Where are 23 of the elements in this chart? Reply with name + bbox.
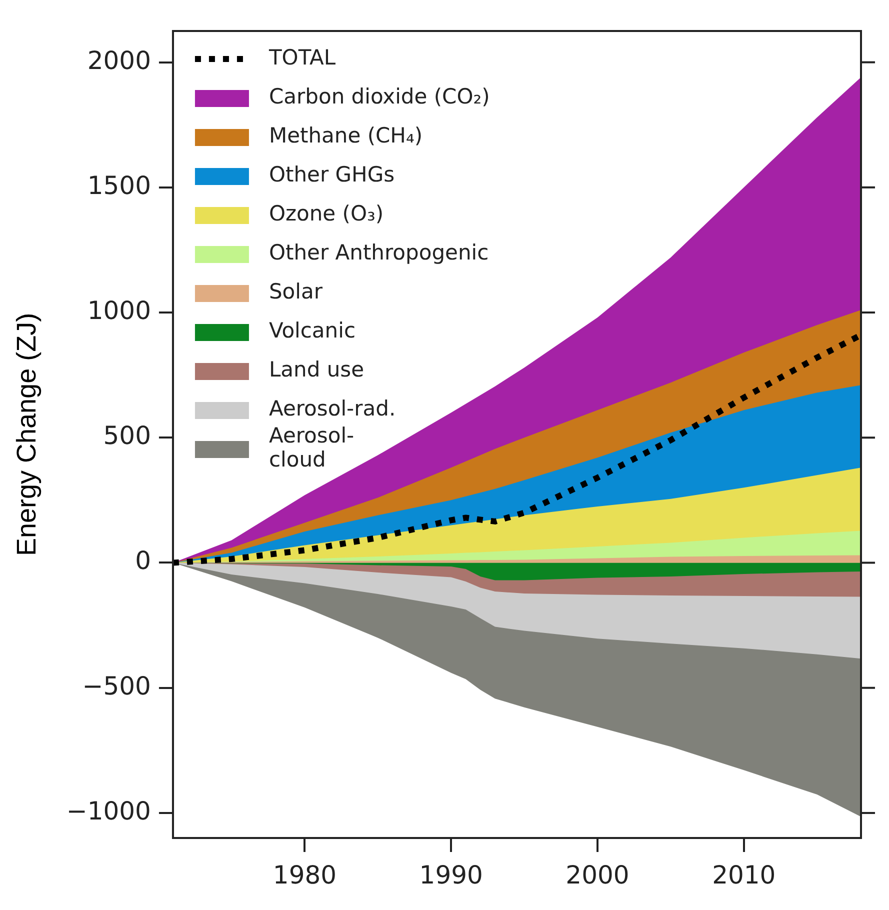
y-tick-label: −1000: [66, 796, 151, 826]
y-tick-label: 1500: [87, 170, 151, 200]
legend-label: Land use: [268, 357, 364, 382]
x-tick-label: 1990: [419, 860, 483, 890]
y-tick-label: 500: [103, 421, 151, 450]
y-tick-label: 1000: [87, 296, 151, 326]
legend-label: Ozone (O₃): [268, 201, 384, 226]
x-tick-label: 1980: [272, 860, 337, 890]
legend-label: TOTAL: [268, 45, 336, 70]
legend-label: Other GHGs: [268, 162, 395, 186]
y-axis-title: Energy Change (ZJ): [12, 312, 42, 556]
legend-label: Carbon dioxide (CO₂): [268, 84, 490, 108]
y-tick-label: 2000: [87, 46, 151, 75]
legend-label: Solar: [268, 279, 323, 304]
legend-label: Volcanic: [268, 318, 356, 342]
legend-label: Aerosol-cloud: [268, 423, 354, 472]
legend-label: Other Anthropogenic: [268, 240, 489, 264]
legend-label: Aerosol-rad.: [268, 396, 396, 420]
legend-label: Methane (CH₄): [268, 123, 423, 148]
x-tick-label: 2000: [566, 860, 630, 890]
y-tick-label: −500: [82, 671, 151, 700]
x-tick-label: 2010: [712, 860, 776, 890]
y-tick-label: 0: [135, 546, 151, 576]
